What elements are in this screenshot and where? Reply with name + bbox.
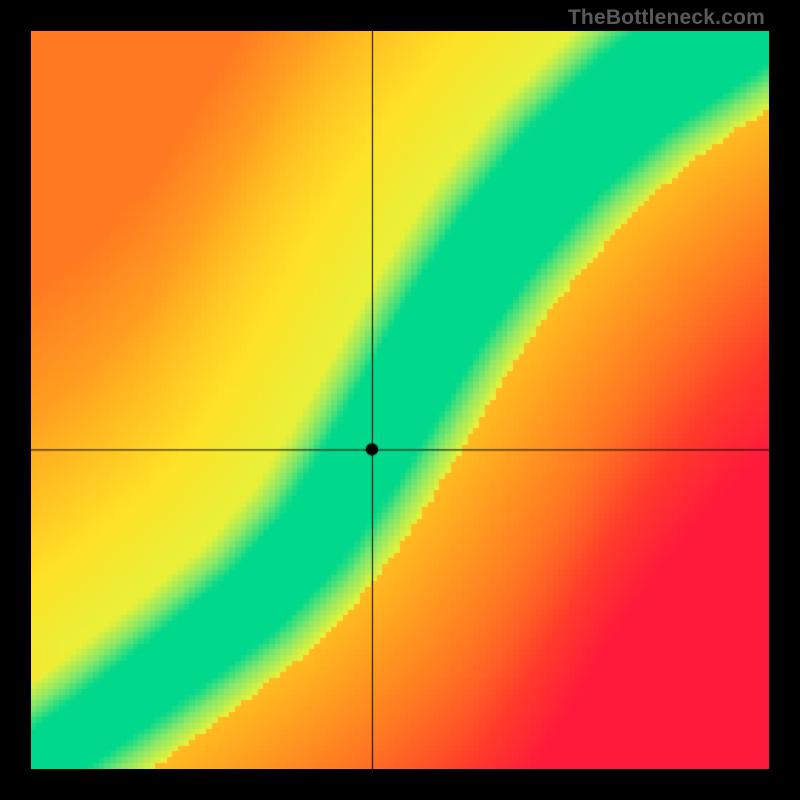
watermark-text: TheBottleneck.com (568, 6, 765, 30)
bottleneck-heatmap (31, 31, 769, 769)
heatmap-canvas (31, 31, 769, 769)
